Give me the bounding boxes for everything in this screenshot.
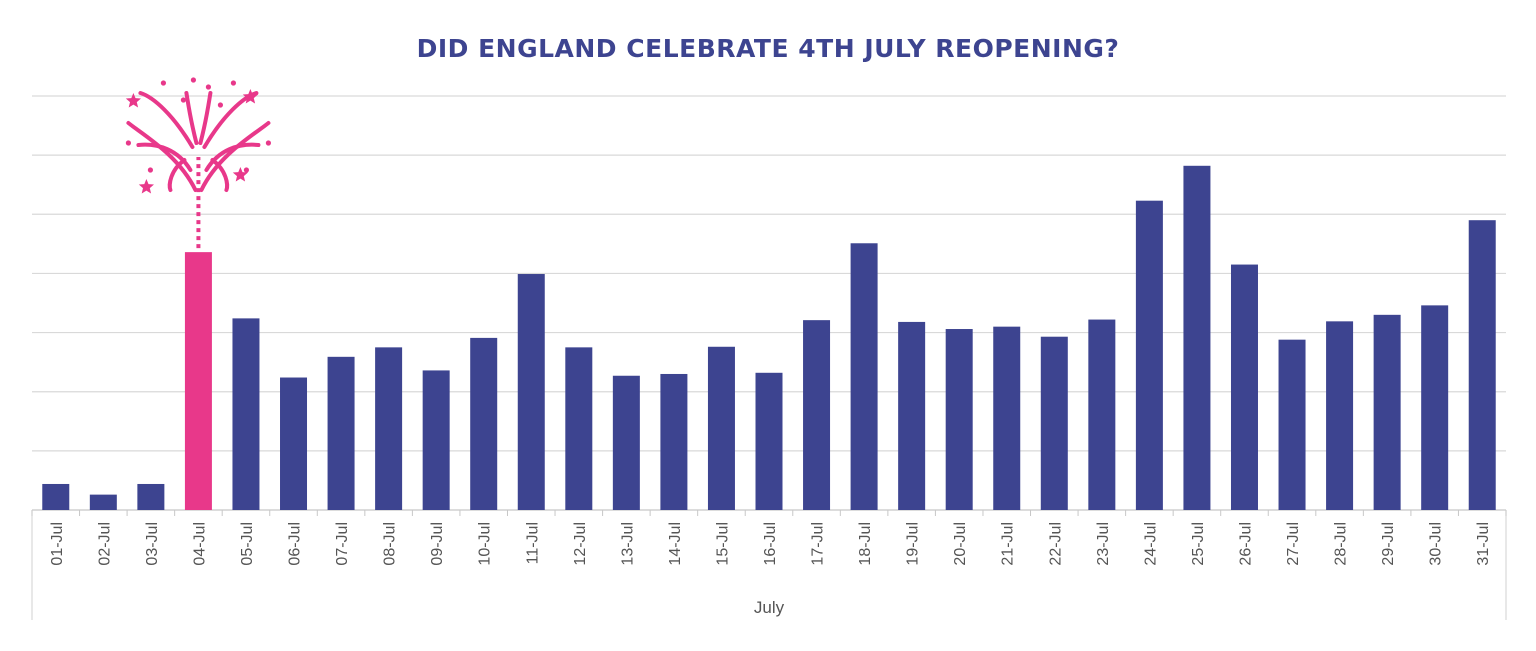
x-tick-label: 09-Jul [429,522,446,566]
x-tick-label: 11-Jul [524,522,541,564]
bar [280,377,308,510]
x-tick-label: 15-Jul [714,522,731,566]
x-tick-label: 26-Jul [1237,522,1254,566]
bar [42,483,70,510]
firework-spark [190,77,197,83]
x-tick-label: 29-Jul [1380,522,1397,566]
firework-streak [167,158,187,192]
bar [422,370,450,510]
bar [517,274,545,510]
bars [42,165,1496,510]
x-tick-label: 24-Jul [1142,522,1159,566]
firework-streak [210,158,230,192]
x-tick-label: 16-Jul [762,522,779,566]
x-tick-label: 31-Jul [1475,522,1492,566]
x-tick-label: 28-Jul [1333,522,1350,566]
bar [898,321,926,510]
x-tick-label: 23-Jul [1095,522,1112,566]
x-tick-label: 30-Jul [1428,522,1445,566]
x-tick-label: 10-Jul [477,522,494,566]
x-tick-label: 27-Jul [1285,522,1302,566]
firework-spark [243,167,250,173]
x-tick-label: 08-Jul [382,522,399,566]
x-tick-label: 22-Jul [1047,522,1064,566]
bar [327,356,355,510]
bar [707,346,735,510]
bar [1230,264,1258,510]
bar [993,326,1021,510]
x-tick-label: 17-Jul [810,522,827,566]
firework-star [125,93,141,108]
bar [1040,336,1068,510]
x-tick-label: 06-Jul [287,522,304,566]
bar [803,320,831,510]
firework-spark [147,167,154,173]
firework-star [242,89,258,104]
firework-spark [180,97,187,103]
x-tick-label: 12-Jul [572,522,589,566]
firework-star [138,179,154,194]
firework-star [232,167,248,182]
bar [89,494,117,510]
firework-spark [205,84,212,90]
x-tick-label: 19-Jul [905,522,922,566]
x-tick-label: 21-Jul [1000,522,1017,566]
x-tick-label: 01-Jul [49,522,66,566]
firework-streak [204,142,261,172]
x-tick-label: 20-Jul [952,522,969,566]
firework-spark [230,80,237,86]
bar [612,375,640,510]
x-tick-label: 03-Jul [144,522,161,566]
firework-spark [160,80,167,86]
firework-streak [198,91,213,145]
bar [1183,165,1211,510]
firework-streak [138,91,195,149]
bar [232,318,260,510]
bar [755,372,783,510]
bar [850,243,878,510]
firework-icon [125,77,272,249]
firework-spark [265,140,272,146]
bar [1135,200,1163,510]
bar [137,483,165,510]
firework-streak [184,91,199,145]
bar [470,337,498,510]
x-tick-label: 07-Jul [334,522,351,566]
x-tick-label: 05-Jul [239,522,256,566]
chart-title: DID ENGLAND CELEBRATE 4TH JULY REOPENING… [416,34,1120,63]
bar [565,347,593,510]
x-tick-label: 04-Jul [191,522,208,566]
firework-spark [217,102,224,108]
bar [1326,321,1354,510]
x-tick-label: 14-Jul [667,522,684,566]
x-tick-label: 25-Jul [1190,522,1207,566]
bar [1088,319,1116,510]
x-tick-label: 13-Jul [619,522,636,566]
x-tick-labels: 01-Jul 02-Jul 03-Jul 04-Jul 05-Jul 06-Jul 07-J… [49,522,1492,566]
firework-streak [136,142,193,172]
x-tick-label: 02-Jul [96,522,113,566]
x-tick-label: 18-Jul [857,522,874,566]
bar [1468,220,1496,510]
bar-highlight [184,252,212,510]
bar [1278,339,1306,510]
bar [1373,314,1401,510]
firework-spark [125,140,132,146]
bar [660,373,688,510]
bar [375,347,403,510]
bar [945,329,973,510]
bar [1421,305,1449,510]
x-axis-label: July [754,598,785,617]
